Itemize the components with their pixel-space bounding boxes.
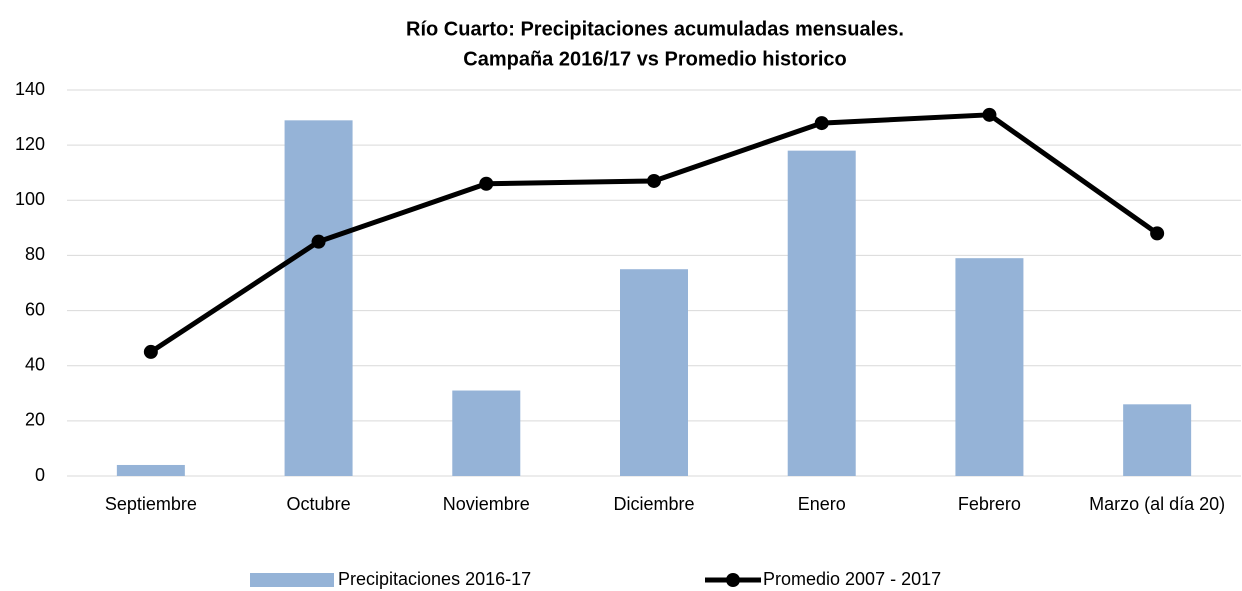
marker [982, 107, 997, 122]
marker [479, 176, 494, 191]
bar [116, 464, 185, 476]
legend-marker [726, 573, 740, 587]
y-tick-label: 0 [35, 465, 45, 485]
legend-swatch [250, 573, 334, 587]
y-tick-label: 120 [15, 134, 45, 154]
marker [311, 234, 326, 249]
bar [1123, 404, 1192, 476]
chart-title: Campaña 2016/17 vs Promedio historico [463, 48, 847, 70]
legend-label: Promedio 2007 - 2017 [763, 569, 941, 589]
marker [647, 173, 661, 188]
marker [1150, 226, 1165, 241]
chart-title: Río Cuarto: Precipitaciones acumuladas m… [406, 18, 904, 40]
x-tick-label: Septiembre [105, 494, 197, 514]
x-tick-label: Diciembre [613, 494, 694, 514]
x-tick-label: Noviembre [443, 494, 530, 514]
x-tick-label: Octubre [287, 494, 351, 514]
x-tick-label: Enero [798, 494, 846, 514]
bar [955, 258, 1024, 476]
y-tick-label: 20 [25, 410, 45, 430]
legend-label: Precipitaciones 2016-17 [338, 569, 531, 589]
y-tick-label: 80 [25, 244, 45, 264]
y-tick-label: 140 [15, 79, 45, 99]
bar [452, 390, 521, 476]
bar [620, 269, 688, 476]
y-tick-label: 100 [15, 189, 45, 209]
x-tick-label: Marzo (al día 20) [1089, 494, 1225, 514]
y-tick-label: 60 [25, 299, 45, 319]
marker [814, 116, 829, 131]
marker [143, 344, 158, 359]
y-tick-label: 40 [25, 354, 45, 374]
x-tick-label: Febrero [958, 494, 1021, 514]
bar [787, 150, 856, 476]
bar [284, 120, 353, 476]
